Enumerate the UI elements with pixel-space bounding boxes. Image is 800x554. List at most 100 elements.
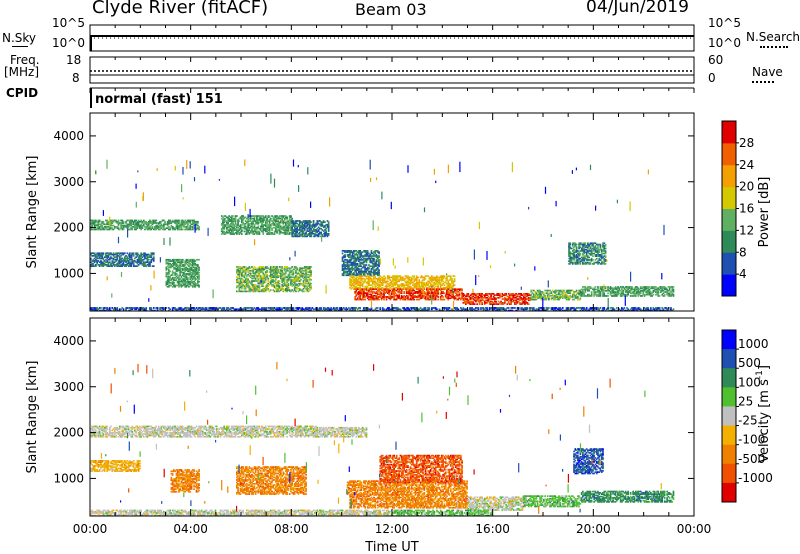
power-echo-cell (257, 267, 260, 270)
power-echo-cell (592, 288, 594, 291)
power-echo-cell (302, 227, 305, 230)
power-echo-cell (239, 266, 242, 268)
power-echo-cell (587, 293, 589, 296)
power-echo-cell (239, 273, 242, 276)
power-echo-cell (563, 291, 565, 293)
power-echo-cell (361, 259, 364, 261)
power-echo-cell (599, 292, 602, 295)
power-echo-cell (413, 279, 416, 281)
power-echo-cell (358, 265, 360, 268)
power-echo-cell (369, 273, 372, 275)
power-echo-cell (295, 275, 297, 277)
power-echo-cell (145, 222, 148, 224)
power-echo-cell (369, 259, 372, 261)
power-echo-cell (168, 279, 170, 282)
power-echo-cell (522, 296, 525, 299)
power-echo-region (462, 293, 531, 305)
power-echo-cell (282, 228, 285, 230)
power-echo-cell (538, 296, 540, 298)
power-echo-cell (195, 224, 198, 227)
power-echo-cell (466, 295, 468, 298)
power-echo-cell (395, 281, 398, 284)
power-echo-cell (429, 292, 432, 294)
power-echo-cell (286, 229, 288, 231)
power-echo-cell (246, 228, 248, 230)
power-echo-cell (173, 266, 175, 269)
power-echo-cell (607, 295, 609, 297)
power-echo-cell (290, 280, 292, 282)
power-echo-cell (359, 289, 361, 292)
power-echo-cell (135, 227, 137, 229)
power-echo-cell (384, 280, 387, 283)
power-echo-cell (193, 269, 195, 271)
power-echo-cell (249, 220, 252, 222)
power-echo-cell (449, 292, 452, 294)
power-echo-cell (303, 225, 306, 227)
power-echo-cell (395, 297, 398, 300)
power-echo-cell (267, 215, 270, 217)
power-echo-cell (385, 291, 388, 293)
power-echo-cell (191, 285, 194, 288)
power-echo-cell (428, 281, 431, 284)
power-echo-cell (121, 227, 124, 229)
power-echo-cell (327, 230, 330, 232)
power-echo-cell (105, 223, 107, 226)
power-echo-cell (247, 285, 249, 287)
power-echo-cell (375, 291, 378, 293)
power-echo-cell (427, 286, 429, 289)
power-echo-cell (316, 220, 319, 222)
power-echo-cell (390, 297, 393, 300)
power-echo-cell (373, 262, 375, 265)
power-echo-cell (429, 283, 432, 285)
power-echo-cell (142, 223, 145, 226)
power-echo-cell (146, 228, 149, 231)
power-echo-cell (355, 279, 358, 281)
power-echo-cell (293, 232, 296, 235)
power-echo-cell (587, 295, 589, 297)
power-echo-cell (429, 281, 432, 284)
power-echo-cell (266, 217, 268, 220)
power-echo-cell (361, 291, 364, 293)
power-echo-cell (272, 216, 275, 219)
power-echo-cell (159, 226, 161, 228)
power-echo-cell (473, 303, 476, 305)
power-echo-cell (233, 226, 236, 229)
power-echo-cell (293, 289, 296, 291)
power-echo-cell (144, 252, 146, 255)
power-echo-cell (113, 264, 116, 266)
power-echo-cell (315, 230, 317, 232)
power-echo-cell (267, 287, 270, 290)
power-echo-cell (364, 274, 366, 277)
power-echo-cell (427, 284, 429, 286)
power-echo-cell (259, 290, 262, 293)
power-echo-cell (583, 295, 585, 297)
power-echo-cell (183, 269, 185, 271)
power-echo-cell (281, 285, 283, 287)
power-echo-cell (181, 271, 184, 274)
power-echo-cell (431, 289, 433, 292)
power-echo-cell (358, 280, 360, 283)
power-echo-cell (306, 222, 309, 225)
power-echo-cell (365, 251, 368, 253)
power-echo-cell (453, 284, 456, 286)
power-echo-cell (252, 267, 254, 270)
power-echo-cell (389, 298, 392, 301)
power-echo-cell (165, 262, 168, 265)
power-echo-cell (388, 296, 390, 298)
power-echo-cell (248, 215, 251, 217)
power-echo-cell (97, 257, 100, 260)
power-echo-cell (96, 256, 98, 258)
power-echo-cell (593, 295, 595, 297)
power-echo-cell (409, 276, 412, 279)
power-echo-cell (602, 288, 604, 291)
power-echo-cell (356, 273, 359, 275)
power-echo-cell (344, 264, 346, 266)
power-echo-cell (152, 257, 155, 260)
power-echo-cell (475, 295, 477, 298)
power-echo-cell (476, 298, 478, 300)
power-echo-cell (301, 267, 304, 270)
power-echo-cell (349, 268, 351, 270)
power-echo-cell (193, 284, 195, 287)
power-echo-cell (137, 256, 140, 258)
power-echo-cell (363, 273, 365, 275)
